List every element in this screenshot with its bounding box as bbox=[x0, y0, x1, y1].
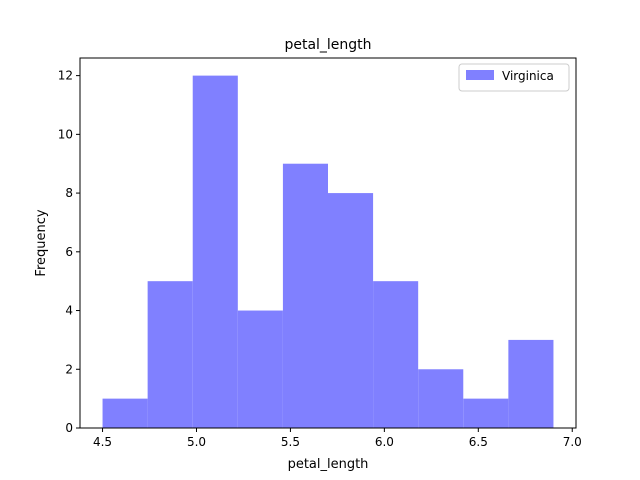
chart-title: petal_length bbox=[284, 37, 371, 53]
histogram-bar bbox=[373, 281, 419, 428]
histogram-bar bbox=[192, 75, 238, 428]
legend-label-virginica: Virginica bbox=[502, 69, 554, 83]
x-tick-label: 7.0 bbox=[563, 435, 582, 449]
x-tick-label: 5.0 bbox=[187, 435, 206, 449]
histogram-bar bbox=[102, 398, 148, 428]
y-tick-label: 2 bbox=[65, 362, 73, 376]
x-tick-label: 4.5 bbox=[93, 435, 112, 449]
histogram-bar bbox=[147, 281, 193, 428]
y-tick-label: 0 bbox=[65, 421, 73, 435]
x-tick-label: 6.5 bbox=[469, 435, 488, 449]
y-tick-label: 10 bbox=[58, 127, 73, 141]
plot-frame bbox=[79, 57, 577, 429]
histogram-bar bbox=[463, 398, 509, 428]
histogram-bar bbox=[508, 339, 554, 428]
x-axis-ticks: 4.5 5.0 5.5 6.0 6.5 7.0 bbox=[93, 428, 582, 449]
legend: Virginica bbox=[458, 63, 570, 92]
x-tick-label: 5.5 bbox=[281, 435, 300, 449]
y-tick-label: 6 bbox=[65, 245, 73, 259]
x-axis-label: petal_length bbox=[288, 457, 369, 472]
histogram-bar bbox=[237, 310, 283, 428]
histogram-bar bbox=[282, 163, 328, 428]
bars-group bbox=[102, 75, 554, 428]
histogram-bar bbox=[418, 369, 464, 428]
y-tick-label: 4 bbox=[65, 304, 73, 318]
y-axis-ticks: 0 2 4 6 8 10 12 bbox=[58, 69, 80, 435]
x-tick-label: 6.0 bbox=[375, 435, 394, 449]
y-tick-label: 8 bbox=[65, 186, 73, 200]
y-axis-label: Frequency bbox=[34, 209, 49, 276]
legend-swatch-virginica bbox=[466, 70, 494, 80]
histogram-bar bbox=[328, 193, 374, 428]
y-tick-label: 12 bbox=[58, 69, 73, 83]
